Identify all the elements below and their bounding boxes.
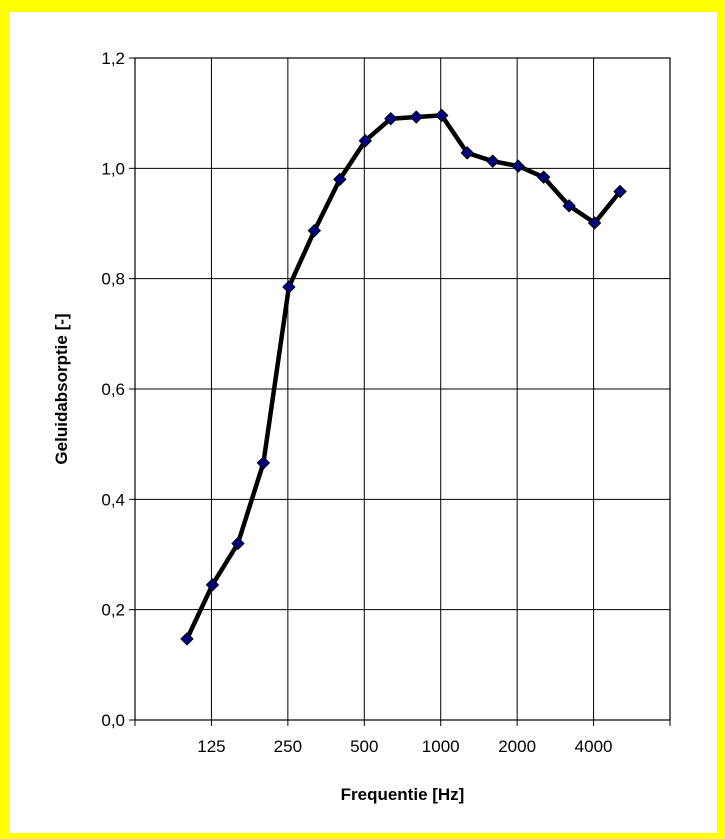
axes [129,57,671,726]
x-tick-label: 2000 [498,737,536,756]
series-line [184,113,622,640]
y-axis-title: Geluidabsorptie [-] [52,313,71,464]
x-tick-label: 500 [350,737,378,756]
x-tick-label: 250 [274,737,302,756]
data-point-marker [256,456,271,470]
y-tick-label: 0,2 [101,601,125,620]
data-point-marker [358,134,373,148]
y-tick-label: 1,0 [101,159,125,178]
data-point-marker [180,632,194,646]
y-tick-label: 0,6 [101,380,125,399]
data-point-marker [460,146,474,160]
data-point-marker [587,216,602,230]
data-markers [180,108,627,646]
y-tick-label: 0,4 [101,490,125,509]
x-tick-label: 125 [197,737,225,756]
y-tick-label: 0,8 [101,270,125,289]
grid [135,57,670,720]
y-tick-labels: 0,0 0,2 0,4 0,6 0,8 1,0 1,2 [101,49,125,730]
x-tick-label: 4000 [575,737,613,756]
data-point-marker [511,159,525,173]
data-point-marker [562,199,576,213]
data-point-marker [409,110,423,124]
x-tick-label: 1000 [422,737,460,756]
data-point-marker [307,223,322,238]
data-point-marker [384,111,398,126]
y-tick-label: 0,0 [101,711,125,730]
y-tick-label: 1,2 [101,49,125,68]
data-point-marker [485,154,500,168]
data-point-marker [333,172,347,187]
data-series [184,113,622,640]
data-point-marker [282,280,296,294]
data-point-marker [613,184,627,199]
x-tick-labels: 125 250 500 1000 2000 4000 [197,737,612,756]
data-point-marker [536,170,551,184]
data-point-marker [435,108,449,123]
data-point-marker [231,536,245,551]
data-point-marker [205,578,220,592]
x-axis-title: Frequentie [Hz] [341,785,465,804]
